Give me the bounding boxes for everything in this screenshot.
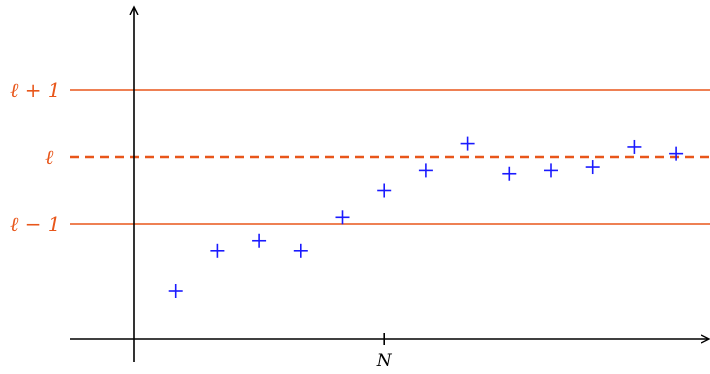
sequence-point-11 xyxy=(585,160,600,175)
sequence-point-2 xyxy=(210,243,225,258)
limit-label: ℓ xyxy=(45,145,54,169)
sequence-point-4 xyxy=(293,243,308,258)
sequence-point-10 xyxy=(544,163,558,178)
sequence-point-7 xyxy=(418,163,433,178)
sequence-point-6 xyxy=(377,183,392,198)
sequence-points xyxy=(168,136,684,298)
lower-bound-label: ℓ − 1 xyxy=(10,212,61,236)
sequence-point-12 xyxy=(627,139,642,154)
upper-bound-label: ℓ + 1 xyxy=(10,78,61,102)
n-tick-label: N xyxy=(376,351,393,371)
sequence-point-5 xyxy=(335,210,350,225)
sequence-point-9 xyxy=(502,166,517,181)
sequence-point-3 xyxy=(252,233,267,248)
sequence-point-1 xyxy=(168,284,183,298)
sequence-point-8 xyxy=(460,136,475,151)
sequence-point-13 xyxy=(669,146,684,161)
